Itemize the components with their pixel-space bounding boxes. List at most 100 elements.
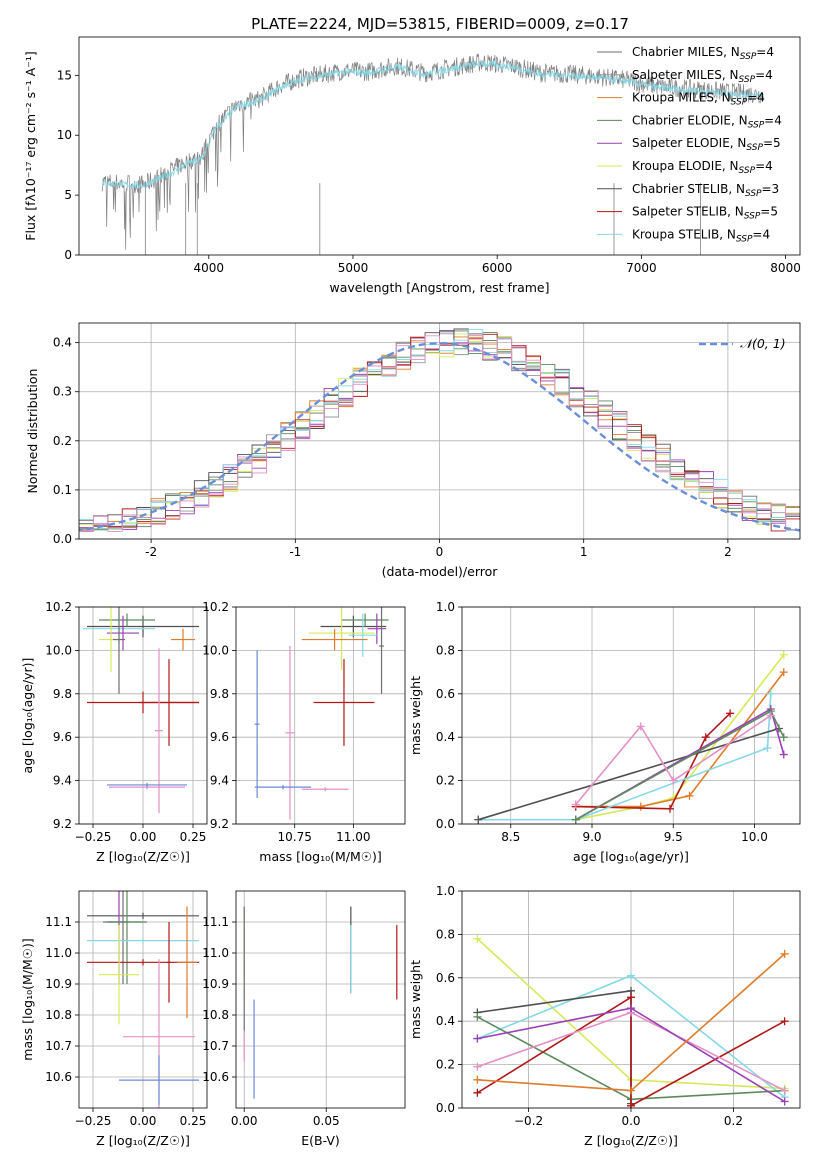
errorbar-point [308,607,375,670]
errorbar-point [379,607,384,694]
y-tick-label: 0 [64,248,72,262]
legend-label: Kroupa ELODIE, NSSP=4 [632,159,773,176]
plot-area [83,607,199,814]
x-tick-label: -1 [289,545,301,559]
plot-area [243,906,398,1099]
series-marker [627,971,635,980]
series-marker [627,1101,635,1108]
x-tick-label: 0 [436,545,444,559]
errorbar-point [285,646,295,820]
series-marker [571,815,580,824]
errorbar-point [171,628,195,651]
series-marker [779,750,788,759]
series-marker [779,668,788,677]
series-marker [766,689,775,698]
series-marker [779,733,788,742]
errorbar-point [341,613,389,627]
x-tick-label: 4000 [194,261,225,275]
legend-label: Chabrier MILES, NSSP=4 [632,45,774,62]
y-tick-label: 11.0 [45,946,72,960]
axes-frame [461,606,801,825]
errorbar-point [107,891,147,984]
series-marker [473,1088,482,1097]
spectrum-line [101,52,765,250]
y-tick-label: 0.2 [436,1058,455,1072]
errorbar-point [107,782,187,788]
y-tick-label: 10 [57,128,72,142]
y-tick-label: 0.8 [436,643,455,657]
series-marker [473,1012,482,1021]
y-tick-label: 10.0 [45,643,72,657]
y-tick-label: 10.6 [45,1070,72,1084]
y-tick-label: 0.4 [436,730,455,744]
x-tick-label: −0.25 [75,830,112,844]
panel-7: 0.00 0.05 10.6 10.7 10.8 10.9 11.0 11.1 E(B-V) [202,890,406,1148]
errorbar-point [313,659,375,746]
y-tick-label: 0.0 [53,532,72,546]
x-tick-label: 0.00 [231,1114,258,1128]
y-tick-label: 10.8 [45,1008,72,1022]
series-marker [473,1034,482,1043]
legend-label: Salpeter STELIB, NSSP=5 [632,205,778,222]
series-marker [473,1062,482,1071]
mass-weight-series [473,993,789,1108]
y-axis-label: Flux [fλ10⁻¹⁷ erg cm⁻² s⁻¹ A⁻¹] [23,51,38,240]
errorbar-point [254,784,312,790]
errorbar-point [87,937,199,944]
errorbar-point [87,691,199,714]
series-marker [763,744,772,753]
plot-area [79,328,800,539]
x-axis-label: age [log₁₀(age/yr)] [573,849,689,864]
y-tick-label: 9.8 [53,687,72,701]
y-tick-label: 9.4 [210,774,229,788]
x-tick-label: 10.75 [278,830,312,844]
y-tick-label: 5 [64,188,72,202]
panel-4: 10.75 11.00 9.2 9.4 9.6 9.8 10.0 10.2 mass [log₁… [202,600,406,864]
x-tick-label: 10.0 [741,830,768,844]
errorbar-point [177,906,197,1019]
series-marker [474,815,483,824]
mass-weight-series [473,949,789,1095]
y-tick-label: 11.0 [202,946,229,960]
plot-area [254,607,389,820]
axes-frame [78,322,801,540]
errorbar-point [99,613,155,627]
y-tick-label: 0.8 [436,927,455,941]
x-axis-label: (data-model)/error [382,564,499,579]
errorbar-point [348,613,377,657]
x-axis-label: wavelength [Angstrom, rest frame] [329,280,549,295]
y-tick-label: 11.1 [45,915,72,929]
errorbar-point [320,615,387,638]
legend-label: 𝒩(0, 1) [740,336,786,351]
x-tick-label: 8.5 [501,830,520,844]
errorbar-point [301,787,349,792]
residual-histogram [79,334,800,539]
y-tick-label: 0.2 [436,774,455,788]
y-tick-label: 0.4 [436,1014,455,1028]
series-marker [780,949,789,958]
errorbar-point [167,922,171,1003]
x-tick-label: -2 [145,545,157,559]
x-tick-label: 8000 [770,261,801,275]
legend-label: Salpeter MILES, NSSP=4 [632,68,773,85]
axes-frame [235,606,406,825]
x-tick-label: 0.25 [180,1114,207,1128]
series-marker [571,800,580,809]
residual-histogram [79,328,800,539]
y-tick-label: 0.6 [436,687,455,701]
plot-area [474,650,788,824]
y-tick-label: 9.2 [210,817,229,831]
plot-area [101,52,765,255]
x-tick-label: 7000 [626,261,657,275]
series-line [478,693,772,821]
y-tick-label: 15 [57,68,72,82]
y-tick-label: 9.8 [210,687,229,701]
axes-frame [78,36,801,256]
panel-2: -2 -1 0 1 2 0.0 0.1 0.2 0.3 0.4 (data-model)/error… [25,322,801,579]
y-tick-label: 10.0 [202,643,229,657]
series-line [476,995,785,1108]
x-tick-label: 6000 [482,261,513,275]
plot-area [473,934,789,1108]
y-tick-label: 10.8 [202,1008,229,1022]
x-tick-label: 0.2 [724,1114,743,1128]
